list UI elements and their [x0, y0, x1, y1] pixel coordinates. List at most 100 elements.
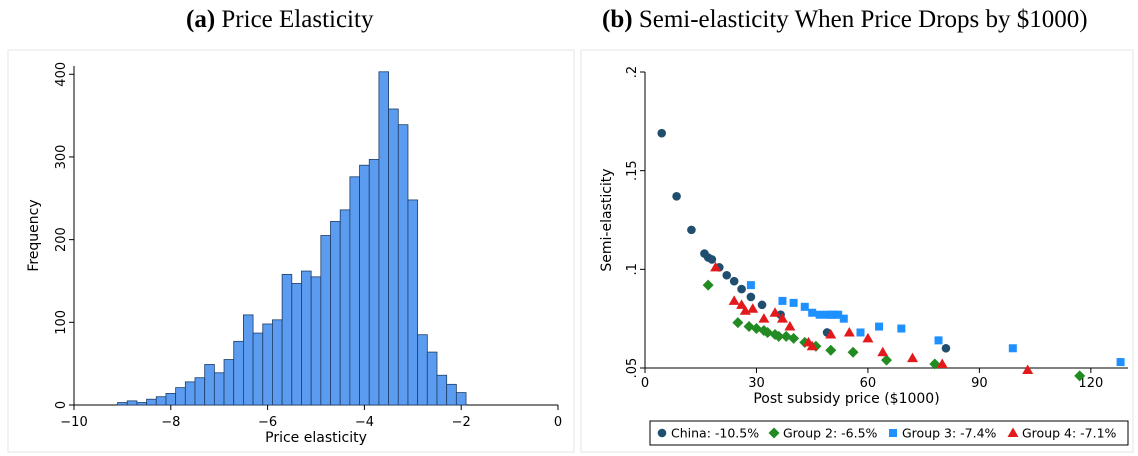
panel-a-title: (a) Price Elasticity — [186, 6, 373, 34]
y-tick-label: 0 — [54, 401, 69, 409]
scatter-point-square — [897, 324, 906, 333]
y-tick-label: 200 — [54, 227, 69, 252]
scatter-point-triangle — [769, 307, 781, 317]
histogram-bar — [291, 283, 302, 406]
y-tick-label: .2 — [625, 66, 640, 78]
histogram-bar — [204, 364, 215, 406]
panel-a-title-text: Price Elasticity — [221, 6, 374, 33]
scatter-point-diamond — [773, 330, 785, 342]
x-axis-title: Post subsidy price ($1000) — [753, 391, 939, 407]
scatter-point-triangle — [747, 303, 759, 313]
scatter-point-triangle — [776, 313, 788, 323]
y-tick-label: .1 — [625, 263, 640, 275]
scatter-point-triangle — [728, 295, 740, 305]
scatter-point-triangle — [907, 352, 919, 363]
legend-marker-triangle — [1007, 427, 1019, 437]
legend-marker-square — [889, 429, 897, 437]
histogram-bar — [446, 383, 457, 406]
histogram-bar — [301, 270, 312, 406]
histogram-bar — [339, 209, 351, 406]
scatter-point-diamond — [825, 344, 837, 356]
panel-a-letter: (a) — [186, 6, 216, 33]
scatter-point-triangle — [862, 332, 874, 343]
scatter-point-circle — [746, 292, 756, 302]
scatter-point-circle — [722, 270, 732, 280]
histogram-bar — [184, 381, 196, 406]
panel-b-title: (b) Semi-elasticity When Price Drops by … — [602, 6, 1088, 34]
scatter-point-diamond — [702, 279, 714, 291]
panel-b-frame — [580, 49, 1134, 453]
scatter-point-diamond — [881, 354, 892, 366]
scatter-point-triangle — [825, 328, 837, 339]
x-tick-label: 0 — [641, 376, 649, 391]
histogram-bar — [368, 159, 380, 406]
histogram-bar — [175, 387, 186, 406]
histogram-bar — [426, 351, 438, 406]
histogram-bar — [397, 124, 409, 406]
scatter-point-square — [856, 328, 865, 337]
histogram-bar — [407, 199, 419, 406]
scatter-point-triangle — [710, 261, 722, 272]
scatter-point-square — [778, 296, 787, 305]
scatter-point-circle — [941, 343, 951, 353]
histogram-bar — [320, 235, 331, 406]
scatter-point-square — [808, 308, 817, 317]
histogram-bar — [349, 176, 360, 406]
x-axis-title: Price elasticity — [265, 430, 367, 446]
scatter-point-triangle — [784, 321, 796, 331]
histogram-bar — [146, 398, 157, 406]
legend-label: Group 3: -7.4% — [902, 426, 997, 441]
scatter-chart: 0 30 60 90 120 .05 .1 .15 .2 Post subsidy price (… — [599, 66, 1129, 446]
scatter-point-circle — [687, 225, 696, 235]
scatter-point-triangle — [758, 313, 770, 323]
legend-label: China: -10.5% — [671, 426, 759, 441]
histogram-bar — [378, 71, 390, 406]
histogram-bar — [417, 334, 428, 406]
y-tick-label: 400 — [54, 62, 69, 87]
histogram-bar — [388, 108, 399, 406]
scatter-point-square — [1008, 344, 1017, 353]
histogram-bar — [436, 374, 448, 406]
y-axis-title: Frequency — [26, 199, 42, 271]
scatter-point-circle — [707, 255, 717, 264]
histogram-bar — [310, 276, 322, 406]
scatter-point-square — [789, 298, 798, 307]
histogram-bar — [455, 392, 467, 406]
histogram-bar — [252, 332, 264, 406]
y-axis-title: Semi-elasticity — [599, 168, 615, 271]
x-tick-label: −8 — [161, 415, 180, 430]
x-tick-label: −10 — [60, 415, 87, 430]
x-tick-label: 0 — [554, 415, 562, 430]
x-tick-label: −2 — [452, 415, 471, 430]
scatter-point-circle — [729, 276, 739, 286]
x-tick-label: 60 — [860, 376, 877, 391]
legend-label: Group 4: -7.1% — [1022, 426, 1117, 441]
scatter-point-square — [875, 322, 884, 331]
histogram-bar — [194, 377, 206, 406]
histogram-bar — [126, 400, 138, 406]
histogram-bar — [155, 396, 167, 406]
legend-label: Group 2: -6.5% — [783, 426, 878, 441]
scatter-point-square — [834, 310, 843, 319]
x-tick-label: 30 — [748, 376, 765, 391]
y-tick-label: 300 — [54, 145, 69, 170]
scatter-point-square — [746, 281, 755, 290]
scatter-point-square — [839, 314, 848, 323]
histogram-bar — [281, 273, 293, 406]
scatter-point-square — [1116, 358, 1125, 367]
x-tick-label: 90 — [971, 376, 988, 391]
scatter-point-triangle — [1022, 364, 1034, 374]
histogram-bar — [233, 340, 244, 406]
histogram-bar — [262, 323, 273, 406]
y-tick-label: .15 — [625, 160, 640, 181]
scatter-point-triangle — [877, 346, 889, 357]
histogram-bar — [242, 314, 254, 406]
y-tick-label: 100 — [54, 310, 69, 335]
scatter-point-circle — [737, 284, 746, 294]
scatter-point-diamond — [732, 317, 744, 329]
scatter-point-triangle — [936, 358, 948, 369]
histogram-chart: −10 −8 −6 −4 −2 0 0 100 200 300 400 Price elasticit… — [26, 62, 562, 446]
x-tick-label: 120 — [1078, 376, 1103, 391]
x-tick-label: −6 — [258, 415, 277, 430]
